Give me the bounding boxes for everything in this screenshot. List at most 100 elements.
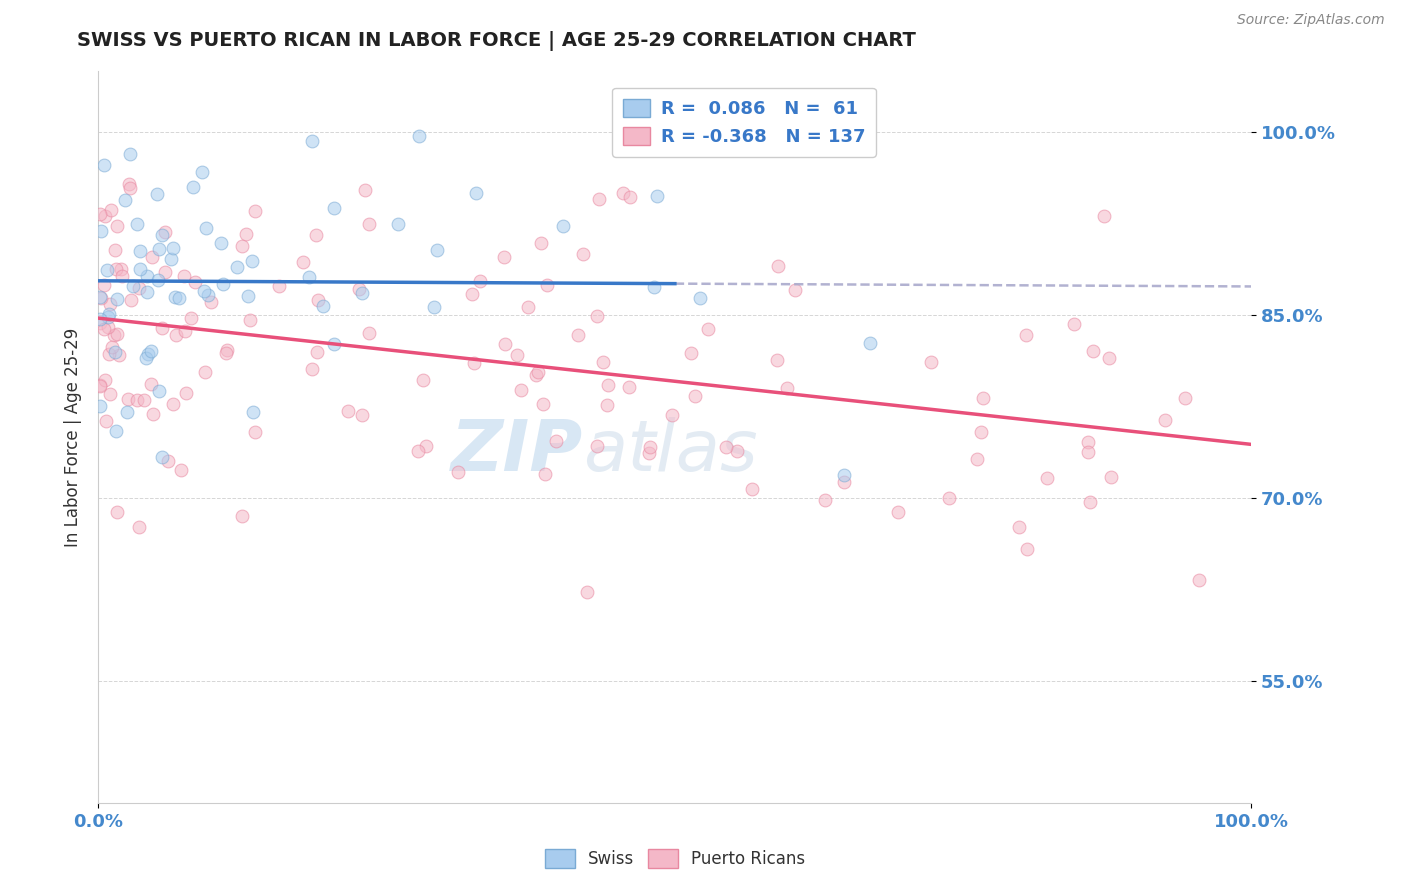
Point [307,293,329,308]
Point [536,277,558,292]
Point [766,353,789,368]
Point [567,328,589,343]
Point [231,508,253,523]
Point [194,365,217,379]
Point [125,392,148,407]
Point [461,286,484,301]
Point [136,285,159,300]
Point [423,301,446,315]
Point [93,278,115,293]
Point [238,312,260,326]
Point [509,383,531,397]
Point [118,178,141,192]
Point [104,424,127,438]
Point [551,219,574,234]
Point [531,397,554,411]
Point [136,347,159,361]
Point [122,278,145,293]
Point [94,414,117,428]
Point [357,326,380,340]
Point [89,316,111,330]
Point [886,505,908,519]
Point [725,443,748,458]
Point [90,224,112,238]
Point [524,368,547,383]
Point [1077,444,1099,458]
Point [167,291,190,305]
Legend: Swiss, Puerto Ricans: Swiss, Puerto Ricans [538,842,811,875]
Point [468,274,491,288]
Point [415,439,437,453]
Point [463,356,485,370]
Point [292,255,315,269]
Point [193,285,215,299]
Point [197,287,219,301]
Point [1015,542,1038,557]
Point [596,378,619,392]
Point [98,387,121,401]
Point [117,404,139,418]
Point [312,299,335,313]
Point [89,379,111,393]
Point [354,183,377,197]
Point [145,187,167,202]
Point [181,180,204,194]
Point [347,283,370,297]
Point [832,475,855,489]
Point [153,265,176,279]
Point [96,263,118,277]
Point [814,493,837,508]
Point [118,147,141,161]
Point [572,246,595,260]
Text: SWISS VS PUERTO RICAN IN LABOR FORCE | AGE 25-29 CORRELATION CHART: SWISS VS PUERTO RICAN IN LABOR FORCE | A… [77,31,917,51]
Point [110,262,132,277]
Point [170,463,193,477]
Point [150,321,173,335]
Point [173,269,195,284]
Point [305,344,328,359]
Point [243,204,266,219]
Point [211,277,233,292]
Point [120,181,142,195]
Point [1174,391,1197,405]
Point [447,465,470,479]
Point [586,439,609,453]
Point [162,241,184,255]
Point [408,129,430,144]
Point [505,347,527,361]
Point [638,446,661,460]
Point [98,307,121,321]
Point [141,250,163,264]
Point [93,322,115,336]
Point [105,505,128,519]
Point [101,340,124,354]
Point [89,311,111,326]
Point [638,440,661,454]
Point [163,290,186,304]
Point [1153,413,1175,427]
Point [406,444,429,458]
Point [586,310,609,324]
Text: ZIP: ZIP [450,417,582,486]
Point [139,343,162,358]
Point [588,192,610,206]
Point [301,134,323,148]
Point [1078,494,1101,508]
Point [89,207,111,221]
Point [679,345,702,359]
Point [114,194,136,208]
Point [195,220,218,235]
Point [301,362,323,376]
Point [117,392,139,407]
Point [89,399,111,413]
Point [323,201,346,215]
Point [200,295,222,310]
Point [139,377,162,392]
Point [108,348,131,362]
Point [619,189,641,203]
Point [97,320,120,334]
Point [165,328,187,343]
Point [105,219,128,233]
Point [1188,573,1211,587]
Point [120,293,142,307]
